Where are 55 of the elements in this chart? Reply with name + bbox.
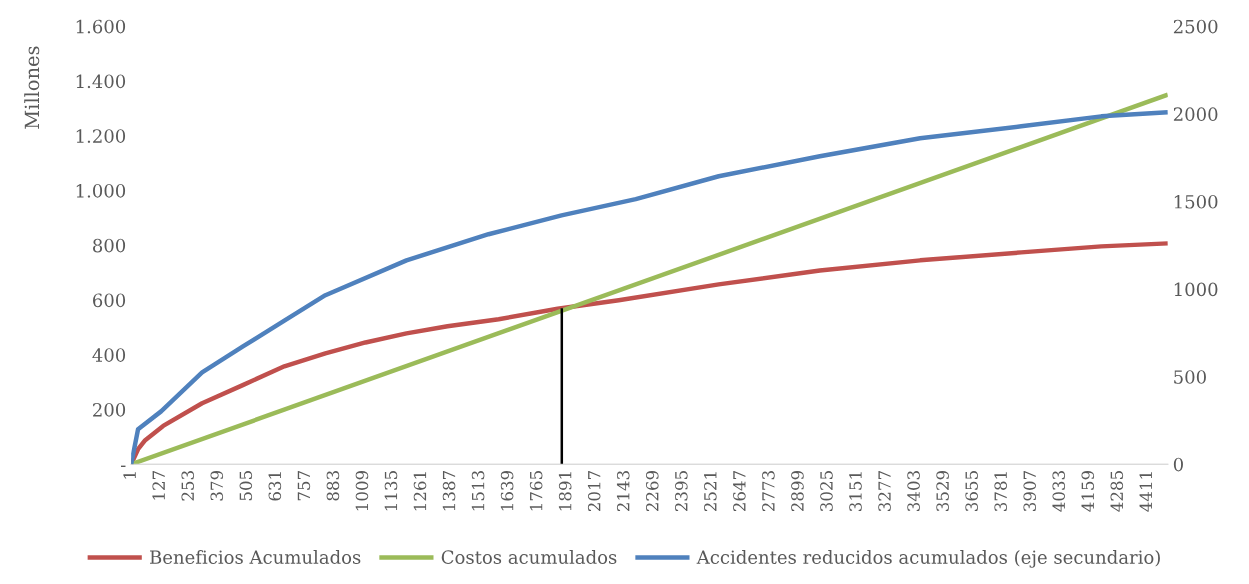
legend-label: Accidentes reducidos acumulados (eje secundario) (696, 550, 1160, 568)
x-tick-label: 3025 (820, 471, 833, 511)
y2-tick-label: 500 (1174, 370, 1206, 384)
x-tick-label: 2395 (675, 471, 688, 512)
x-tick-label: 1513 (471, 471, 485, 511)
x-tick-label: 1891 (558, 472, 572, 511)
y2-tick-label: 2000 (1173, 107, 1218, 121)
x-tick-label: 4033 (1052, 471, 1066, 512)
legend-label: Beneficios Acumulados (150, 550, 361, 564)
y2-tick-label: 2500 (1173, 19, 1218, 34)
x-tick-label: 2521 (704, 472, 717, 512)
x-tick-label: 1387 (442, 471, 456, 511)
y2-tick-label: 0 (1173, 457, 1183, 472)
y-tick-label: 200 (93, 402, 126, 417)
x-tick-label: 3781 (994, 472, 1007, 511)
x-tick-label: 379 (210, 470, 224, 501)
x-tick-label: 127 (152, 471, 165, 500)
x-tick-label: 1639 (500, 470, 514, 511)
y-tick-label: 1.600 (76, 19, 126, 34)
y2-tick-label: 1500 (1174, 194, 1218, 209)
x-tick-label: 2647 (733, 471, 746, 512)
x-tick-label: 1135 (384, 471, 398, 511)
x-tick-label: 1 (123, 472, 136, 479)
x-tick-label: 757 (297, 471, 311, 501)
y-tick-label: - (120, 465, 126, 467)
x-tick-label: 1009 (355, 470, 369, 511)
y-tick-label: 1.000 (76, 183, 126, 198)
x-tick-label: 3277 (878, 471, 891, 511)
x-tick-label: 3151 (849, 472, 862, 511)
y-tick-label: 600 (93, 293, 126, 308)
x-tick-label: 631 (268, 472, 282, 501)
x-tick-label: 883 (326, 471, 340, 501)
x-tick-label: 2899 (791, 470, 804, 512)
y-axis-title: Millones (24, 46, 40, 129)
x-tick-label: 253 (181, 471, 195, 501)
x-tick-label: 4411 (1139, 472, 1152, 512)
x-tick-label: 3907 (1023, 471, 1037, 511)
x-tick-label: 2143 (616, 471, 630, 512)
x-tick-label: 1765 (529, 471, 543, 511)
x-tick-label: 4285 (1110, 471, 1124, 512)
y-tick-label: 800 (93, 238, 126, 253)
y-tick-label: 1.200 (76, 129, 126, 143)
y-tick-label: 400 (92, 348, 126, 362)
x-tick-label: 4159 (1081, 470, 1095, 512)
y-tick-label: 1.400 (76, 74, 126, 89)
legend-label: Costos acumulados (441, 550, 617, 564)
x-tick-label: 1261 (413, 472, 427, 511)
x-tick-label: 505 (239, 471, 253, 501)
y2-tick-label: 1000 (1174, 282, 1218, 297)
x-tick-label: 2773 (762, 471, 775, 512)
x-tick-label: 3529 (936, 470, 949, 511)
x-tick-label: 3655 (965, 471, 978, 511)
x-tick-label: 3403 (907, 471, 920, 511)
x-tick-label: 2269 (645, 470, 659, 512)
x-tick-label: 2017 (587, 471, 601, 512)
